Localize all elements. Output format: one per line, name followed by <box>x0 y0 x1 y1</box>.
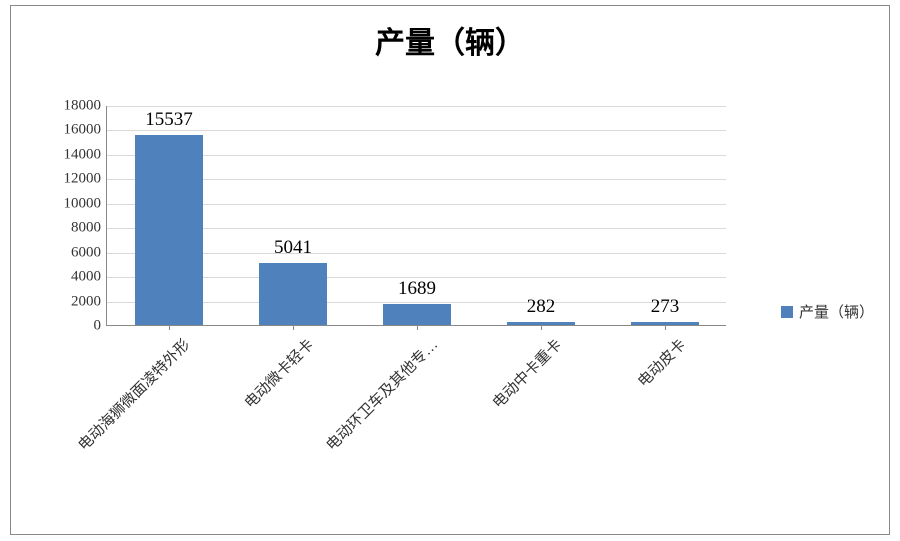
ytick-label: 16000 <box>64 122 102 139</box>
ytick-label: 18000 <box>64 98 102 115</box>
ytick-label: 4000 <box>71 269 101 286</box>
bar <box>135 135 203 325</box>
ytick-label: 0 <box>94 318 102 335</box>
xtick-label: 电动中卡重卡 <box>445 334 566 455</box>
data-label: 282 <box>527 296 556 318</box>
ytick-label: 10000 <box>64 195 102 212</box>
data-label: 15537 <box>145 109 193 131</box>
legend: 产量（辆） <box>781 301 874 322</box>
xtick-mark <box>293 325 294 330</box>
data-label: 5041 <box>274 237 312 259</box>
bar <box>383 304 451 325</box>
bar <box>259 263 327 325</box>
legend-label: 产量（辆） <box>799 301 874 322</box>
gridline <box>107 106 726 107</box>
xtick-mark <box>665 325 666 330</box>
xtick-mark <box>417 325 418 330</box>
xtick-label: 电动环卫车及其他专… <box>321 334 442 455</box>
ytick-label: 14000 <box>64 146 102 163</box>
plot-area: 0200040006000800010000120001400016000180… <box>106 106 726 326</box>
xtick-mark <box>169 325 170 330</box>
ytick-label: 12000 <box>64 171 102 188</box>
ytick-label: 6000 <box>71 244 101 261</box>
ytick-label: 8000 <box>71 220 101 237</box>
gridline <box>107 130 726 131</box>
legend-swatch <box>781 306 793 318</box>
data-label: 1689 <box>398 278 436 300</box>
chart-frame: 产量（辆） 0200040006000800010000120001400016… <box>10 5 890 535</box>
xtick-label: 电动皮卡 <box>569 334 690 455</box>
data-label: 273 <box>651 296 680 318</box>
xtick-label: 电动海狮微面凌特外形 <box>73 334 194 455</box>
xtick-mark <box>541 325 542 330</box>
xtick-label: 电动微卡轻卡 <box>197 334 318 455</box>
ytick-label: 2000 <box>71 293 101 310</box>
chart-title: 产量（辆） <box>11 18 889 62</box>
